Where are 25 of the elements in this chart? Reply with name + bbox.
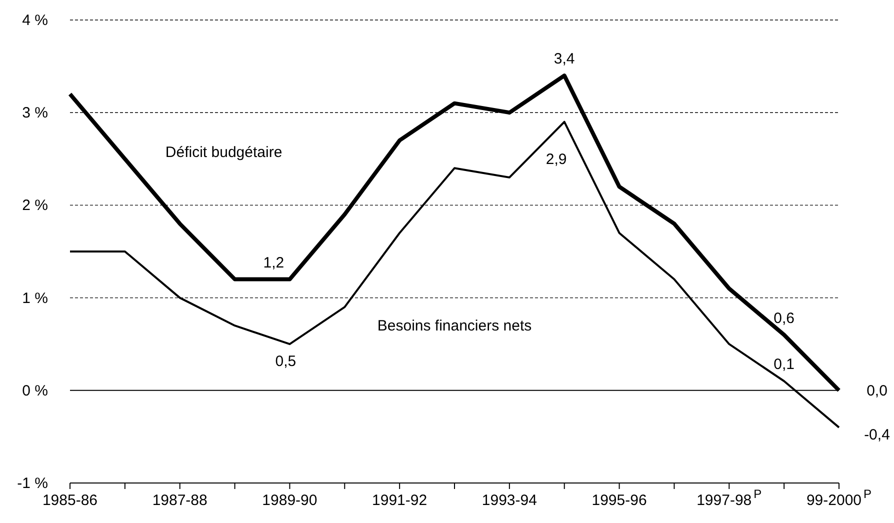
data-label: 0,0 — [866, 382, 888, 400]
x-tick-label: 1991-92 — [372, 492, 428, 509]
y-tick-label: 0 % — [22, 382, 48, 400]
x-tick-label: 1985-86 — [42, 492, 98, 509]
x-tick-label: 1989-90 — [262, 492, 318, 509]
x-tick-label: 1995-96 — [592, 492, 647, 509]
line-series — [69, 120, 840, 428]
data-label: 0,6 — [774, 310, 794, 327]
data-label: 2,9 — [546, 150, 567, 168]
x-tick-label: 1997-98$^{P}$ — [696, 487, 762, 509]
data-label: 1,2 — [263, 254, 284, 272]
data-label: 3,4 — [554, 50, 575, 68]
y-tick-label: 1 % — [22, 290, 48, 307]
y-tick-label: -1 % — [17, 475, 48, 492]
series-label: Déficit budgétaire — [165, 144, 282, 161]
x-tick-label: 99-2000$^{P}$ — [806, 487, 872, 509]
x-tick-label: 1993-94 — [482, 492, 537, 509]
y-tick-label: 3 % — [22, 104, 48, 122]
x-tick-label: 1987-88 — [152, 492, 208, 509]
y-tick-label: 2 % — [22, 197, 48, 214]
data-label: 0,1 — [774, 356, 794, 374]
data-label: 0,5 — [275, 353, 296, 370]
y-tick-label: 4 % — [22, 12, 48, 29]
text: Besoins financiers nets — [377, 318, 532, 335]
data-label: -0,4 — [864, 426, 890, 444]
